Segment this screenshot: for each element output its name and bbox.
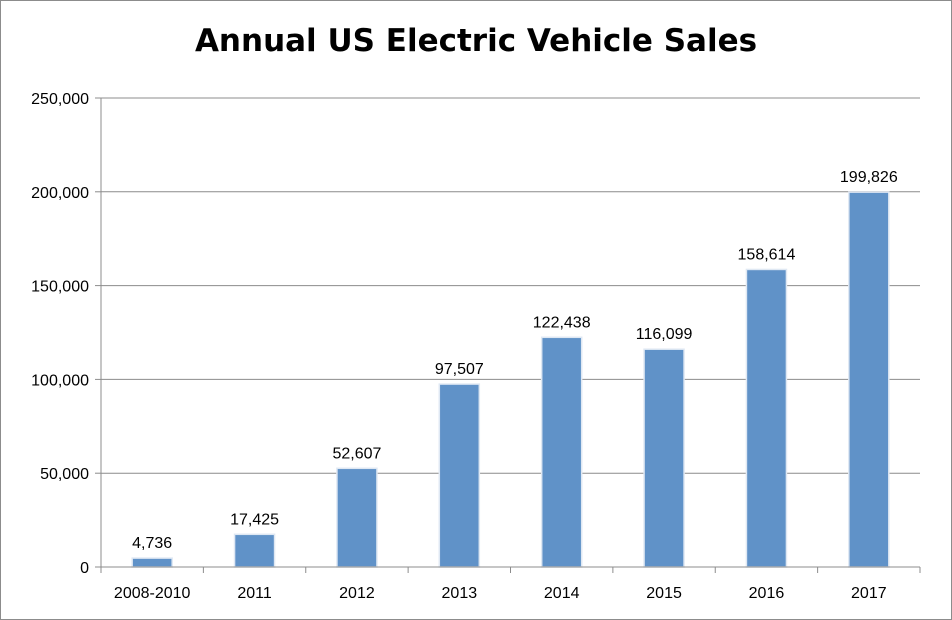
- data-label-2012: 52,607: [332, 445, 381, 462]
- y-tick-label-5: 250,000: [31, 91, 89, 108]
- y-tick-label-4: 200,000: [31, 185, 89, 202]
- y-tick-label-1: 50,000: [40, 466, 89, 483]
- bar-2015: [643, 348, 685, 568]
- axes: [95, 97, 921, 573]
- bar-2013: [438, 383, 481, 568]
- x-tick-label-2016: 2016: [749, 585, 785, 602]
- bar-2014: [540, 336, 583, 568]
- data-label-2016: 158,614: [738, 246, 796, 263]
- bar-2008-2010: [131, 557, 173, 568]
- labels: 0 50,000 100,000 150,000 200,000 250,000 4,736…: [31, 91, 898, 602]
- y-tick-label-0: 0: [80, 560, 89, 577]
- data-label-2015: 116,099: [636, 326, 693, 343]
- data-label-2017: 199,826: [840, 169, 898, 186]
- data-label-2008-2010: 4,736: [132, 535, 172, 552]
- bar-2016: [745, 268, 788, 568]
- x-tick-label-2015: 2015: [646, 585, 682, 602]
- x-tick-label-2008-2010: 2008-2010: [114, 585, 191, 602]
- bar-2017: [848, 191, 890, 568]
- data-label-2011: 17,425: [230, 511, 279, 528]
- bars: [131, 191, 890, 568]
- y-tick-label-2: 100,000: [31, 372, 89, 389]
- bar-2012: [336, 467, 378, 568]
- x-tick-label-2011: 2011: [237, 585, 272, 602]
- gridlines: [101, 97, 920, 474]
- chart-title: Annual US Electric Vehicle Sales: [194, 23, 758, 59]
- data-label-2013: 97,507: [435, 361, 484, 378]
- y-tick-label-3: 150,000: [31, 279, 89, 296]
- bar-2011: [233, 533, 276, 568]
- x-tick-label-2013: 2013: [442, 585, 478, 602]
- x-tick-label-2012: 2012: [339, 585, 375, 602]
- data-label-2014: 122,438: [533, 314, 591, 331]
- x-tick-label-2017: 2017: [851, 585, 887, 602]
- x-tick-label-2014: 2014: [544, 585, 580, 602]
